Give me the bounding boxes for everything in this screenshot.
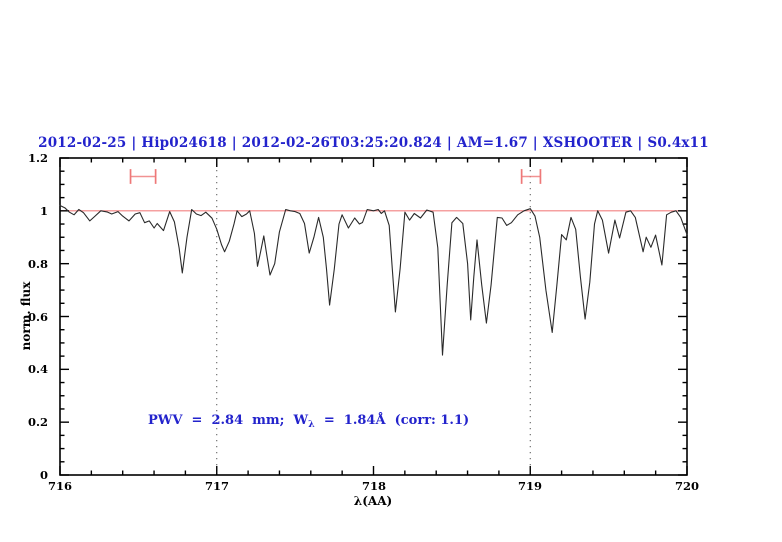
x-tick-label: 717	[204, 479, 229, 493]
y-tick-label: 0.6	[27, 310, 48, 324]
y-tick-label: 0	[39, 468, 48, 482]
pwv-annotation-pre: PWV = 2.84 mm; W	[148, 413, 309, 428]
y-tick-label: 0.8	[27, 257, 48, 271]
x-tick-label: 718	[361, 479, 386, 493]
x-tick-label: 716	[47, 479, 72, 493]
x-tick-label: 720	[674, 479, 699, 493]
pwv-annotation-post: = 1.84Å (corr: 1.1)	[314, 413, 470, 428]
spectrum-curve	[59, 204, 688, 356]
x-axis-label: λ(AA)	[353, 494, 393, 508]
plot-box	[59, 157, 688, 476]
y-tick-label: 0.4	[27, 362, 48, 376]
y-tick-label: 1	[39, 204, 48, 218]
x-tick-label: 719	[517, 479, 542, 493]
y-tick-label: 1.2	[27, 151, 48, 165]
pwv-annotation-subscript: λ	[308, 419, 315, 430]
pwv-annotation: PWV = 2.84 mm; Wλ = 1.84Å (corr: 1.1)	[148, 413, 469, 430]
y-tick-label: 0.2	[27, 415, 48, 429]
plot-title: 2012-02-25 | Hip024618 | 2012-02-26T03:2…	[38, 135, 709, 151]
